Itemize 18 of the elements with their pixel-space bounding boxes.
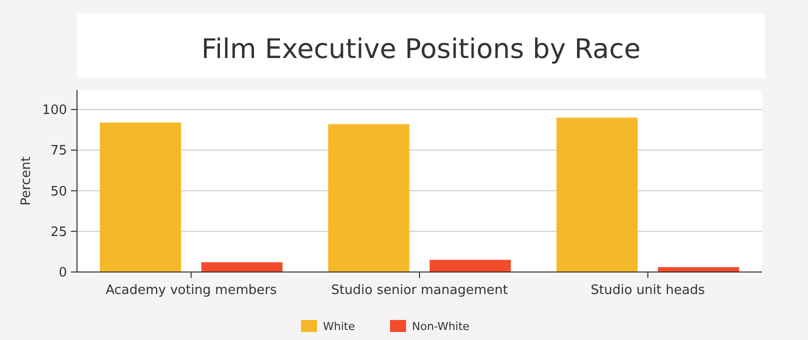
chart-title: Film Executive Positions by Race <box>201 34 641 65</box>
bar <box>100 122 182 272</box>
x-tick-label: Studio senior management <box>331 283 508 298</box>
bar <box>201 262 282 272</box>
bar <box>328 124 410 272</box>
y-tick-label: 50 <box>50 184 67 200</box>
bar <box>556 118 638 272</box>
legend-label: Non-White <box>412 320 470 333</box>
bar <box>658 267 740 272</box>
y-tick-label: 75 <box>50 144 67 159</box>
bar <box>430 260 511 272</box>
y-axis-title: Percent <box>19 156 34 206</box>
y-tick-label: 0 <box>58 266 67 281</box>
x-tick-label: Studio unit heads <box>590 283 706 298</box>
y-tick-label: 100 <box>42 103 67 118</box>
legend-label: White <box>323 320 356 333</box>
y-tick-label: 25 <box>50 224 67 240</box>
x-tick-label: Academy voting members <box>106 283 277 298</box>
